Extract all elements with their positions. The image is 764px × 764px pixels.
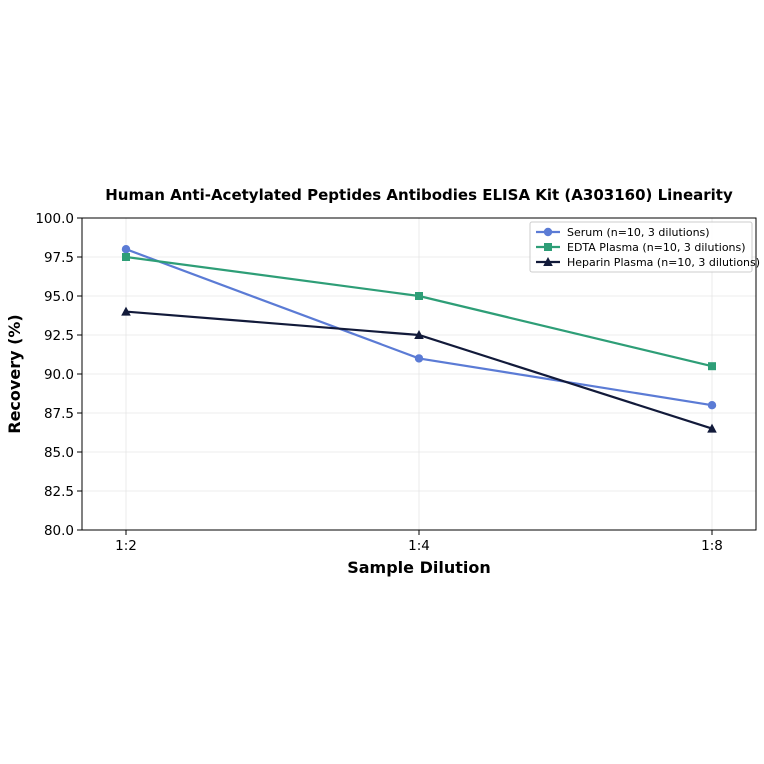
data-point xyxy=(122,253,130,261)
x-tick-label: 1:2 xyxy=(115,538,137,554)
legend-marker xyxy=(543,257,553,266)
y-tick-label: 87.5 xyxy=(44,406,74,422)
legend-item: Serum (n=10, 3 dilutions) xyxy=(536,226,710,239)
data-point xyxy=(414,330,424,339)
y-tick-label: 92.5 xyxy=(44,328,74,344)
x-tick-label: 1:4 xyxy=(408,538,430,554)
series-1 xyxy=(122,253,716,371)
y-tick-label: 100.0 xyxy=(35,211,74,227)
data-point xyxy=(121,306,131,316)
data-point xyxy=(414,354,424,363)
y-tick-label: 82.5 xyxy=(44,484,74,500)
x-tick-label: 1:8 xyxy=(701,538,723,554)
y-tick-label: 97.5 xyxy=(44,250,74,266)
y-tick-label: 85.0 xyxy=(44,445,74,461)
series-0 xyxy=(121,245,717,410)
x-axis: 1:2 1:4 1:8 xyxy=(115,530,723,554)
legend-box xyxy=(529,221,753,273)
y-axis: 80.0 82.5 85.0 87.5 90.0 92.5 95.0 97.5 100.0 xyxy=(35,211,82,539)
legend-marker xyxy=(543,227,553,237)
legend-label: EDTA Plasma (n=10, 3 dilutions) xyxy=(567,241,746,254)
legend-marker xyxy=(544,243,552,251)
y-tick-label: 95.0 xyxy=(44,289,74,305)
data-point xyxy=(415,292,423,300)
legend-label: Serum (n=10, 3 dilutions) xyxy=(567,226,710,239)
y-axis-label: Recovery (%) xyxy=(5,314,24,433)
data-point xyxy=(707,423,717,433)
y-tick-label: 80.0 xyxy=(44,523,74,539)
data-point xyxy=(121,245,131,254)
x-axis-label: Sample Dilution xyxy=(347,558,491,577)
series-2 xyxy=(121,306,717,433)
legend-label: Heparin Plasma (n=10, 3 dilutions) xyxy=(567,256,760,269)
series-layer xyxy=(121,245,717,433)
legend-item: Heparin Plasma (n=10, 3 dilutions) xyxy=(536,256,760,269)
data-point xyxy=(708,362,716,371)
chart-title: Human Anti-Acetylated Peptides Antibodie… xyxy=(105,186,733,204)
y-tick-label: 90.0 xyxy=(44,367,74,383)
legend-item: EDTA Plasma (n=10, 3 dilutions) xyxy=(536,241,746,254)
legend: Serum (n=10, 3 dilutions) EDTA Plasma (n=… xyxy=(529,221,760,273)
data-point xyxy=(707,401,717,410)
